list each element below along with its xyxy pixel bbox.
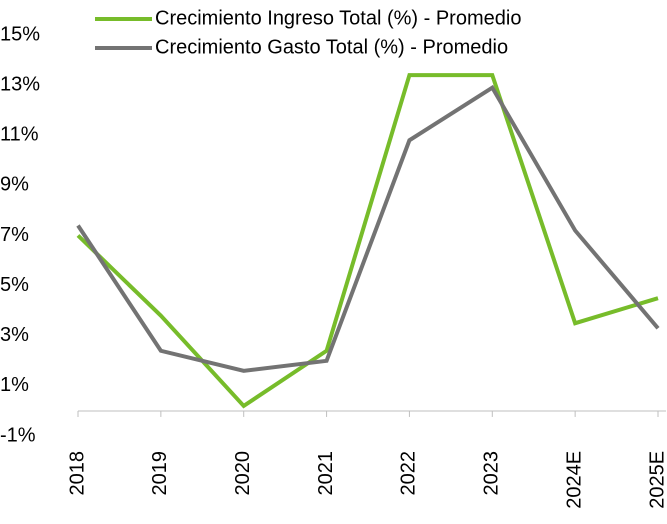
- legend-label: Crecimiento Ingreso Total (%) - Promedio: [155, 7, 521, 29]
- x-tick-label: 2025E: [646, 451, 667, 509]
- y-tick-label: 5%: [0, 274, 29, 296]
- x-tick-label: 2021: [315, 451, 337, 496]
- y-tick-label: 3%: [0, 324, 29, 346]
- y-tick-label: 7%: [0, 224, 29, 246]
- y-tick-label: 1%: [0, 374, 29, 396]
- series-line: [76, 84, 660, 373]
- x-tick-label: 2022: [398, 451, 420, 496]
- x-tick-label: 2024E: [563, 451, 585, 509]
- legend-label: Crecimiento Gasto Total (%) - Promedio: [155, 36, 508, 58]
- y-tick-label: 13%: [0, 73, 40, 95]
- series-line: [76, 73, 659, 409]
- x-tick-label: 2019: [149, 451, 171, 496]
- x-tick-label: 2023: [481, 451, 503, 496]
- x-tick-label: 2018: [66, 451, 88, 496]
- y-tick-label: 9%: [0, 174, 29, 196]
- y-tick-label: 11%: [0, 124, 39, 146]
- y-tick-label: 15%: [0, 23, 40, 45]
- x-tick-label: 2020: [232, 451, 254, 496]
- y-tick-label: -1%: [0, 424, 36, 446]
